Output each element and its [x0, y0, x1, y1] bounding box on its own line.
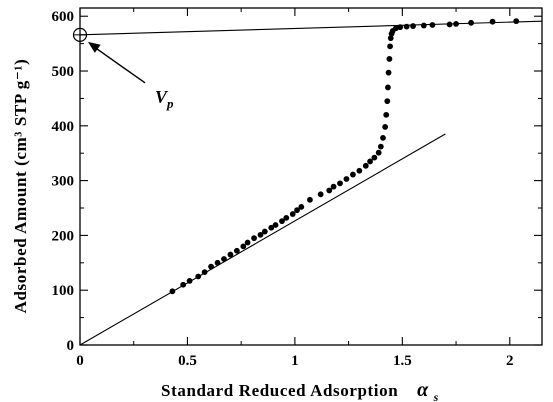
reference-lines: [79, 20, 543, 346]
data-point: [397, 24, 404, 31]
y-tick-label: 200: [52, 228, 75, 244]
x-tick-label: 1: [291, 353, 299, 369]
data-point: [317, 191, 324, 198]
reference-line: [79, 133, 446, 346]
y-tick-label: 600: [52, 9, 75, 25]
data-point: [387, 35, 394, 42]
data-point: [214, 259, 221, 266]
data-point: [307, 196, 313, 203]
data-point: [375, 149, 382, 156]
data-point: [383, 111, 390, 118]
x-axis-title-subscript: s: [433, 390, 439, 402]
y-tick-label: 500: [52, 64, 75, 80]
reference-line: [79, 20, 543, 36]
axis-ticks: [79, 8, 542, 346]
data-point: [169, 288, 176, 295]
data-point: [195, 273, 202, 280]
vp-label-main: V: [155, 87, 169, 107]
y-tick-label: 0: [67, 338, 75, 354]
plot-frame: [79, 7, 543, 346]
data-point: [420, 22, 427, 29]
data-point: [227, 251, 234, 258]
data-point: [446, 21, 453, 28]
data-point: [272, 222, 279, 228]
data-point: [244, 239, 251, 246]
data-point: [377, 143, 384, 150]
vp-arrow-shaft: [93, 46, 146, 84]
annotation-vp: Vp: [72, 27, 174, 111]
data-point: [268, 224, 275, 231]
data-point: [221, 256, 227, 262]
y-tick-label: 400: [52, 119, 75, 135]
data-point: [208, 263, 214, 270]
vp-label: Vp: [155, 87, 174, 111]
data-point: [180, 281, 187, 288]
data-point: [201, 269, 208, 276]
data-point: [251, 235, 257, 242]
data-point: [362, 162, 369, 169]
data-point: [330, 183, 337, 190]
data-point: [489, 18, 496, 25]
data-point: [429, 22, 436, 28]
x-tick-label: 0.5: [178, 353, 197, 369]
x-axis-title-symbol: α: [417, 379, 429, 401]
x-axis-title: Standard Reduced Adsorption α s: [161, 379, 439, 402]
data-point: [289, 211, 296, 217]
data-point: [385, 84, 391, 91]
data-point: [257, 231, 264, 238]
data-point: [356, 167, 363, 174]
data-point: [326, 187, 333, 194]
data-point: [387, 43, 393, 50]
data-point: [380, 134, 386, 141]
data-point: [294, 207, 300, 214]
data-points: [169, 18, 520, 295]
data-point: [240, 243, 247, 250]
data-point: [371, 154, 378, 161]
data-point: [337, 180, 343, 187]
plot-border: [79, 7, 543, 346]
y-tick-label: 100: [52, 283, 75, 299]
data-point: [186, 277, 193, 284]
data-point: [350, 171, 356, 178]
data-point: [385, 69, 392, 76]
data-point: [261, 228, 268, 235]
x-tick-label: 0: [76, 353, 84, 369]
data-point: [367, 158, 373, 165]
axis-tick-labels: 0 0.5 1 1.5 2 0 100 200 300 400 500 600: [52, 9, 514, 369]
data-point: [468, 19, 474, 26]
data-point: [403, 23, 410, 30]
data-point: [410, 23, 416, 29]
data-point: [382, 124, 389, 130]
x-axis-title-text: Standard Reduced Adsorption: [161, 381, 398, 400]
data-point: [386, 56, 393, 62]
data-point: [279, 218, 285, 225]
data-point: [298, 204, 305, 210]
x-tick-label: 2: [506, 353, 514, 369]
x-tick-label: 1.5: [393, 353, 412, 369]
y-axis-title: Adsorbed Amount (cm³ STP g⁻¹): [11, 59, 30, 314]
vp-arrow-head: [88, 41, 101, 53]
data-point: [513, 18, 520, 25]
vp-label-sub: p: [166, 96, 174, 111]
data-point: [384, 98, 391, 105]
data-point: [453, 20, 459, 27]
data-point: [343, 176, 350, 182]
y-tick-label: 300: [52, 174, 75, 190]
data-point: [283, 214, 290, 221]
data-point: [233, 247, 240, 254]
